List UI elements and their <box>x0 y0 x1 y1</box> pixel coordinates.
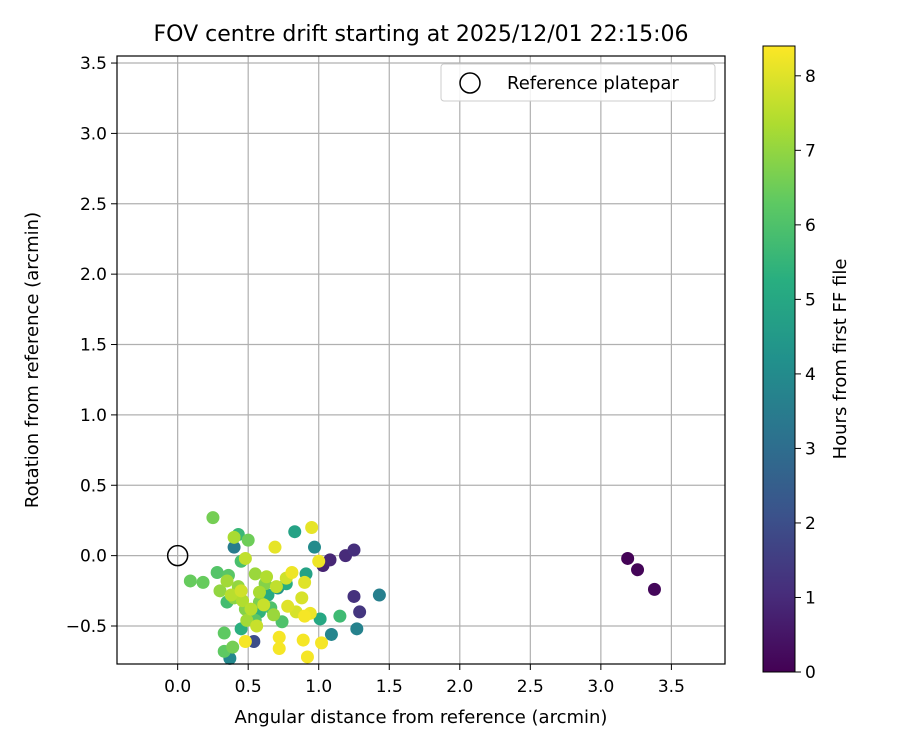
data-point <box>220 574 234 588</box>
y-tick-label: 3.0 <box>80 124 107 144</box>
data-point <box>226 640 240 654</box>
data-point <box>295 591 309 605</box>
data-point <box>300 650 314 664</box>
colorbar-tick-label: 1 <box>805 588 816 608</box>
colorbar-tick-label: 2 <box>805 514 816 534</box>
y-tick-label: 1.0 <box>80 406 107 426</box>
data-point <box>281 599 295 613</box>
colorbar: 0 1 2 3 4 5 6 7 8 Hours from first FF file <box>762 45 851 683</box>
data-point <box>347 589 361 603</box>
y-tick-label: 2.0 <box>80 265 107 285</box>
x-tick-label: 1.0 <box>305 677 332 697</box>
data-point <box>353 605 367 619</box>
legend-reference-marker <box>459 72 481 94</box>
data-point <box>631 563 645 577</box>
data-point <box>238 634 252 648</box>
data-point <box>323 553 337 567</box>
data-point <box>227 540 241 554</box>
y-axis-label: Rotation from reference (arcmin) <box>22 212 43 508</box>
y-tick-label: 0.0 <box>80 547 107 567</box>
data-point <box>244 602 258 616</box>
y-tick-label: 0.5 <box>80 476 107 496</box>
data-point <box>347 543 361 557</box>
data-point <box>269 580 283 594</box>
data-points <box>166 511 661 665</box>
data-point <box>267 608 281 622</box>
colorbar-tick-label: 7 <box>805 141 816 161</box>
data-point <box>248 567 262 581</box>
x-axis-ticks: 0.0 0.5 1.0 1.5 2.0 2.5 3.0 3.5 <box>164 664 685 697</box>
x-tick-label: 3.0 <box>587 677 614 697</box>
data-point <box>312 554 326 568</box>
data-point <box>210 566 224 580</box>
data-point <box>305 520 319 534</box>
data-point <box>288 525 302 539</box>
y-tick-label: −0.5 <box>66 617 107 637</box>
x-tick-label: 0.5 <box>235 677 262 697</box>
data-point <box>257 598 271 612</box>
data-point <box>252 585 266 599</box>
data-point <box>372 588 386 602</box>
data-point <box>298 609 312 623</box>
data-point <box>241 533 255 547</box>
data-point <box>647 582 661 596</box>
data-point <box>234 584 248 598</box>
colorbar-tick-label: 3 <box>805 439 816 459</box>
colorbar-tick-label: 8 <box>805 67 816 87</box>
y-axis-ticks: −0.5 0.0 0.5 1.0 1.5 2.0 2.5 3.0 3.5 <box>66 54 117 637</box>
x-tick-label: 1.5 <box>376 677 403 697</box>
legend-entry-reference: Reference platepar <box>507 73 679 94</box>
chart-title: FOV centre drift starting at 2025/12/01 … <box>154 22 689 47</box>
data-point <box>268 540 282 554</box>
plot-frame <box>116 55 726 665</box>
data-point <box>324 627 338 641</box>
colorbar-tick-label: 5 <box>805 290 816 310</box>
legend-box <box>440 63 716 102</box>
data-point <box>213 584 227 598</box>
colorbar-tick-label: 0 <box>805 663 816 683</box>
data-point <box>298 575 312 589</box>
y-tick-label: 3.5 <box>80 54 107 74</box>
data-point <box>350 622 364 636</box>
data-point <box>285 566 299 580</box>
data-point <box>227 530 241 544</box>
data-point <box>333 609 347 623</box>
colorbar-tick-label: 6 <box>805 216 816 236</box>
data-point <box>206 511 220 525</box>
data-point <box>315 636 329 650</box>
reference-platepar-marker <box>166 544 189 567</box>
data-point <box>272 630 286 644</box>
data-point <box>238 551 252 565</box>
data-point <box>313 612 327 626</box>
data-point <box>307 540 321 554</box>
x-tick-label: 2.5 <box>517 677 544 697</box>
data-point <box>224 588 238 602</box>
x-tick-label: 0.0 <box>164 677 191 697</box>
colorbar-tick-label: 4 <box>805 365 816 385</box>
data-point <box>250 619 264 633</box>
colorbar-ticks: 0 1 2 3 4 5 6 7 8 <box>795 67 816 683</box>
x-axis-label: Angular distance from reference (arcmin) <box>235 707 608 728</box>
data-point <box>272 642 286 656</box>
data-point <box>296 633 310 647</box>
legend: Reference platepar <box>440 63 716 102</box>
grid-lines <box>117 56 725 664</box>
data-point <box>621 551 635 565</box>
y-tick-label: 2.5 <box>80 195 107 215</box>
y-tick-label: 1.5 <box>80 336 107 356</box>
x-tick-label: 3.5 <box>658 677 685 697</box>
data-point <box>260 570 274 584</box>
data-point <box>196 575 210 589</box>
data-point <box>236 594 250 608</box>
data-point <box>217 626 231 640</box>
data-point <box>183 574 197 588</box>
data-point <box>240 613 254 627</box>
colorbar-gradient <box>762 45 796 673</box>
x-tick-label: 2.0 <box>446 677 473 697</box>
colorbar-label: Hours from first FF file <box>830 259 851 460</box>
